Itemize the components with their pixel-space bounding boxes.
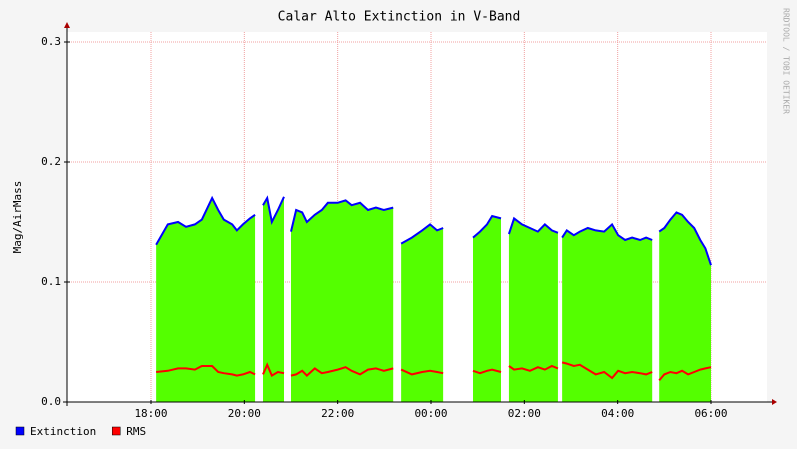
y-axis-label: Mag/AirMass — [11, 181, 24, 254]
y-tick-label: 0.3 — [41, 35, 61, 48]
x-tick-label: 20:00 — [228, 407, 261, 420]
y-tick-label: 0.2 — [41, 155, 61, 168]
legend: Extinction RMS — [15, 425, 146, 438]
y-tick-label: 0.1 — [41, 275, 61, 288]
x-axis-arrow — [772, 399, 777, 405]
line — [156, 361, 712, 382]
x-tick-label: 18:00 — [134, 407, 167, 420]
axes: 0.0 0.1 0.2 0.3 18:00 20:00 22:00 00:00 02:00 04:… — [41, 22, 777, 420]
x-tick-label: 02:00 — [508, 407, 541, 420]
x-tick-label: 00:00 — [414, 407, 447, 420]
y-tick-label: 0.0 — [41, 395, 61, 408]
x-tick-label: 22:00 — [321, 407, 354, 420]
legend-label: RMS — [126, 425, 146, 438]
legend-swatch — [15, 426, 25, 436]
marks — [155, 195, 712, 402]
x-tick-label: 06:00 — [694, 407, 727, 420]
y-axis-arrow — [64, 22, 70, 28]
line — [155, 195, 712, 266]
legend-swatch — [111, 426, 121, 436]
x-tick-label: 04:00 — [601, 407, 634, 420]
watermark: RRDTOOL / TOBI OETIKER — [782, 8, 791, 114]
chart-title: Calar Alto Extinction in V-Band — [278, 10, 521, 25]
legend-label: Extinction — [30, 425, 96, 438]
area — [156, 196, 712, 402]
